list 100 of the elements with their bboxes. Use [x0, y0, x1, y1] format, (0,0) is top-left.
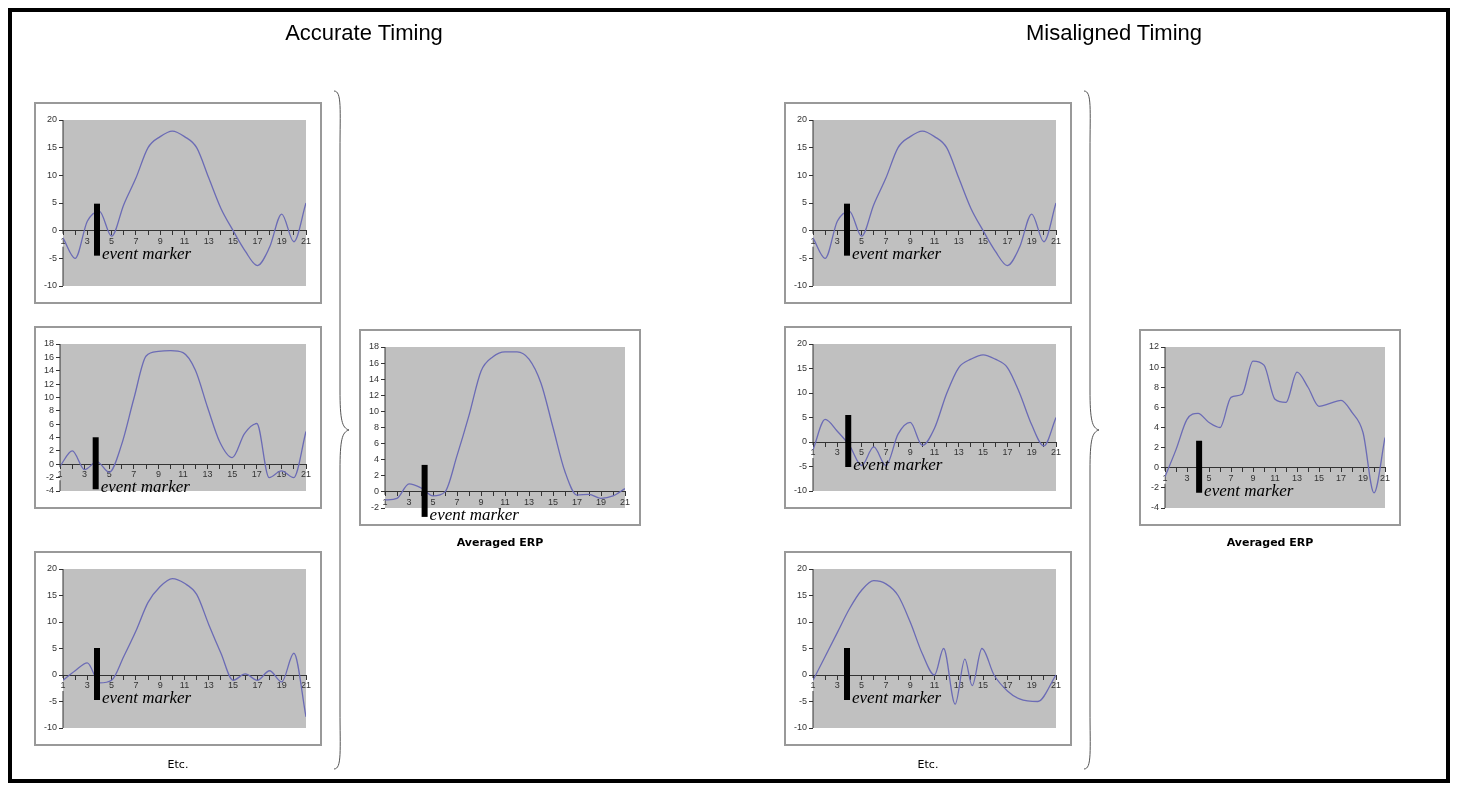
text: Accurate Timing — [284, 20, 444, 46]
y-tick-label: 16 — [44, 351, 55, 362]
x-tick-label: 7 — [454, 496, 460, 507]
y-tick-label: 10 — [44, 391, 55, 402]
x-tick-label: 21 — [619, 496, 631, 507]
y-tick-label: 14 — [44, 365, 55, 376]
x-tick-label: 7 — [1228, 472, 1234, 483]
y-tick-label: 4 — [374, 454, 380, 465]
ref-line-label: event marker — [429, 504, 520, 524]
y-tick-label: 18 — [369, 341, 380, 352]
y-tick-label: 5 — [51, 197, 58, 208]
x-tick-label: 13 — [203, 679, 214, 690]
y-tick-label: 20 — [46, 563, 58, 574]
x-tick-label: 15 — [978, 679, 989, 690]
x-tick-label: 15 — [978, 446, 989, 457]
x-tick-label: 21 — [1379, 472, 1391, 483]
x-tick-label: 9 — [155, 469, 161, 480]
y-tick-label: 15 — [46, 142, 58, 153]
ref-line-label: event marker — [100, 477, 191, 497]
y-tick-label: 0 — [801, 225, 808, 236]
y-tick-label: 8 — [374, 421, 380, 432]
y-tick-label: -10 — [43, 722, 58, 733]
y-tick-label: -5 — [798, 252, 808, 263]
x-tick-label: 15 — [978, 235, 989, 246]
x-tick-label: 15 — [228, 679, 239, 690]
ref-line-label: event marker — [102, 688, 192, 707]
x-tick-label: 15 — [228, 235, 239, 246]
x-tick-label: 5 — [109, 235, 115, 246]
y-tick-label: -10 — [793, 722, 808, 733]
x-tick-label: 21 — [300, 235, 312, 246]
y-tick-label: 2 — [374, 470, 380, 481]
y-tick-label: 6 — [374, 438, 380, 449]
x-tick-label: 5 — [109, 679, 115, 690]
y-tick-label: 10 — [796, 169, 808, 180]
y-tick-label: 10 — [796, 387, 808, 398]
x-tick-label: 21 — [300, 679, 312, 690]
x-tick-label: 21 — [300, 469, 312, 480]
x-tick-label: 17 — [1002, 446, 1013, 457]
x-tick-label: 19 — [1026, 679, 1037, 690]
x-tick-label: 17 — [1335, 472, 1347, 483]
y-tick-label: 12 — [1149, 341, 1160, 352]
y-tick-label: 10 — [369, 405, 380, 416]
x-tick-label: 7 — [883, 679, 889, 690]
x-tick-label: 19 — [1026, 446, 1037, 457]
y-tick-label: 8 — [1154, 381, 1160, 392]
x-tick-label: 3 — [834, 235, 840, 246]
text: Misaligned Timing — [1024, 20, 1204, 46]
y-tick-label: 0 — [801, 436, 808, 447]
x-tick-label: 11 — [929, 679, 940, 690]
x-tick-label: 17 — [252, 235, 263, 246]
y-tick-label: -5 — [798, 695, 808, 706]
x-tick-label: 13 — [953, 446, 964, 457]
y-tick-label: 6 — [1154, 401, 1160, 412]
x-tick-label: 3 — [82, 469, 88, 480]
y-tick-label: -2 — [371, 502, 380, 513]
y-tick-label: 0 — [1154, 462, 1160, 473]
x-tick-label: 19 — [595, 496, 607, 507]
x-tick-label: 3 — [84, 235, 90, 246]
x-tick-label: 7 — [883, 235, 889, 246]
y-tick-label: -10 — [793, 485, 808, 496]
y-tick-label: -4 — [1151, 502, 1160, 513]
x-tick-label: 3 — [1184, 472, 1190, 483]
x-tick-label: 11 — [179, 679, 190, 690]
ref-line-label: event marker — [853, 455, 943, 474]
y-tick-label: 4 — [49, 432, 55, 443]
x-tick-label: 3 — [84, 679, 90, 690]
x-tick-label: 11 — [500, 496, 510, 507]
y-tick-label: -5 — [798, 460, 808, 471]
x-tick-label: 5 — [430, 496, 436, 507]
y-tick-label: -5 — [48, 252, 58, 263]
y-tick-label: 5 — [801, 642, 808, 653]
x-tick-label: 21 — [1050, 235, 1062, 246]
x-tick-label: 9 — [907, 446, 913, 457]
y-tick-label: -5 — [48, 695, 58, 706]
y-tick-label: 6 — [49, 418, 55, 429]
x-tick-label: 5 — [859, 679, 865, 690]
ref-line-label: event marker — [102, 243, 192, 263]
y-tick-label: 2 — [49, 445, 55, 456]
y-tick-label: 12 — [369, 389, 380, 400]
x-tick-label: 3 — [834, 446, 840, 457]
x-tick-label: 9 — [478, 496, 484, 507]
y-tick-label: 10 — [46, 169, 58, 180]
x-tick-label: 9 — [907, 235, 913, 246]
ref-line-label: event marker — [1204, 480, 1294, 500]
y-tick-label: 8 — [49, 405, 55, 416]
y-tick-label: 12 — [44, 378, 55, 389]
y-tick-label: 10 — [1149, 361, 1160, 372]
x-tick-label: 7 — [133, 235, 139, 246]
y-tick-label: -10 — [793, 280, 808, 291]
y-tick-label: 0 — [374, 486, 380, 497]
x-tick-label: 11 — [1270, 472, 1280, 483]
y-tick-label: 14 — [369, 373, 380, 384]
text: Etc. — [916, 758, 940, 771]
ref-line-label: event marker — [852, 243, 942, 263]
x-tick-label: 11 — [929, 235, 940, 246]
x-tick-label: 13 — [524, 496, 535, 507]
y-tick-label: 0 — [51, 669, 58, 680]
x-tick-label: 9 — [1250, 472, 1256, 483]
x-tick-label: 17 — [252, 679, 263, 690]
y-tick-label: 10 — [796, 616, 808, 627]
